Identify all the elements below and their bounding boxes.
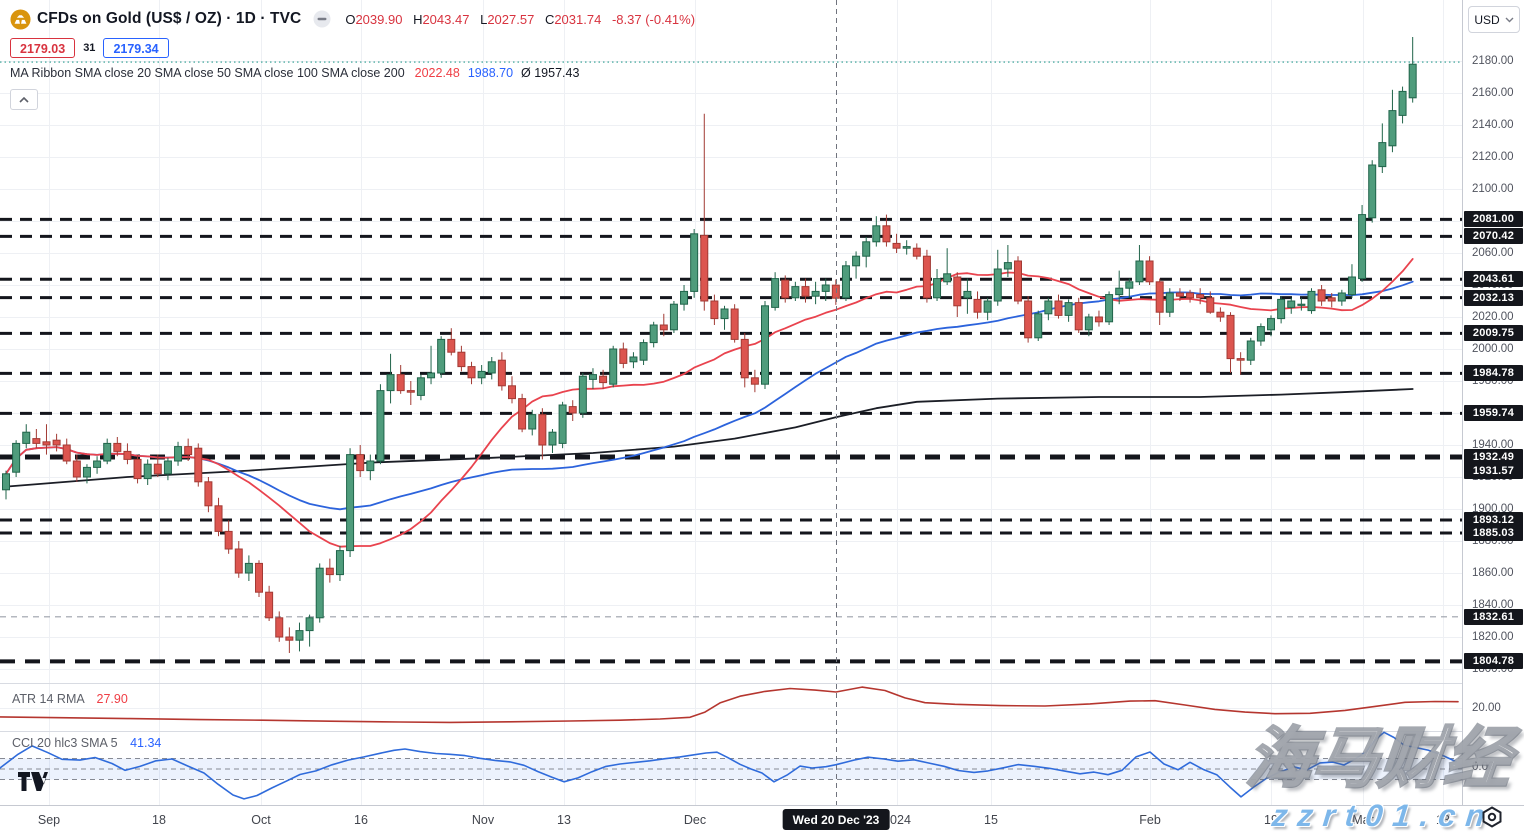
symbol-row[interactable]: CFDs on Gold (US$ / OZ) · 1D · TVC O2039… [10, 6, 695, 32]
close-label: C [544, 11, 555, 27]
price-tick-label: 1860.00 [1472, 567, 1514, 579]
cci-band [0, 758, 1462, 780]
chevron-down-icon [1505, 17, 1514, 22]
time-tick-label: Oct [251, 813, 271, 827]
market-status-icon [313, 10, 331, 28]
high-value: 2043.47 [422, 11, 470, 27]
watermark-site: zzrt01.cn [1270, 798, 1497, 833]
price-level-label: 2032.13 [1464, 289, 1523, 306]
close-value: 2031.74 [554, 11, 602, 27]
ma-average-value: Ø 1957.43 [521, 66, 580, 80]
chart-legend: CFDs on Gold (US$ / OZ) · 1D · TVC O2039… [10, 6, 695, 110]
price-level-label: 2009.75 [1464, 325, 1523, 342]
price-level-label: 1959.74 [1464, 405, 1523, 422]
time-tick-label: 13 [557, 813, 571, 827]
atr-value: 27.90 [96, 692, 128, 706]
grid [0, 0, 1462, 805]
time-tick-label: 16 [354, 813, 368, 827]
watermark-cjk: 海马财经 [1242, 720, 1516, 797]
ma-ribbon-legend[interactable]: MA Ribbon SMA close 20 SMA close 50 SMA … [10, 63, 695, 83]
currency-label: USD [1474, 12, 1500, 27]
price-level-label: 2070.42 [1464, 228, 1523, 245]
cci-value: 41.34 [130, 736, 162, 750]
time-tick-label: 19 [1264, 813, 1278, 827]
price-tick-label: 2000.00 [1472, 343, 1514, 355]
spread-value: 31 [83, 42, 96, 54]
open-label: O [345, 11, 356, 27]
time-axis[interactable]: Wed 20 Dec '23 Sep 18 Oct 16 Nov 13 Dec 2024 15 F… [0, 805, 1524, 834]
atr-pane-legend[interactable]: ATR 14 RMA 27.90 [12, 692, 128, 706]
tradingview-logo[interactable] [18, 772, 48, 791]
cci-label: CCI 20 hlc3 SMA 5 [12, 736, 118, 750]
high-label: H [413, 11, 423, 27]
price-tick-label: 1840.00 [1472, 599, 1514, 611]
time-tick-label: 13 [1436, 813, 1450, 827]
atr-label: ATR 14 RMA [12, 692, 85, 706]
price-tick-label: 2140.00 [1472, 119, 1514, 131]
price-tick-label: 2020.00 [1472, 311, 1514, 323]
sell-button[interactable]: 2179.03 [10, 38, 76, 58]
buy-button[interactable]: 2179.34 [103, 38, 169, 58]
symbol-title[interactable]: CFDs on Gold (US$ / OZ) · 1D · TVC [37, 10, 302, 27]
price-level-label: 1932.49 [1464, 449, 1523, 466]
sma20-value: 2022.48 [414, 66, 460, 80]
change-value: -8.37 (-0.41%) [611, 11, 696, 27]
price-level-label: 1885.03 [1464, 524, 1523, 541]
sma50-line [5, 280, 1414, 511]
time-tick-label: Sep [37, 813, 61, 827]
time-tick-label: 2024 [883, 813, 911, 827]
collapse-legend-button[interactable] [10, 89, 38, 110]
price-level-label: 1832.61 [1464, 608, 1523, 625]
price-level-label: 1893.12 [1464, 512, 1523, 528]
price-level-label: 1931.57 [1464, 463, 1523, 480]
open-value: 2039.90 [355, 11, 403, 27]
sma20-line [5, 257, 1414, 548]
currency-selector[interactable]: USD [1468, 6, 1520, 33]
sma50-value: 1988.70 [467, 66, 514, 80]
price-level-label: 1984.78 [1464, 365, 1523, 382]
ma-ribbon-title: MA Ribbon SMA close 20 SMA close 50 SMA … [10, 66, 405, 80]
atr-line [0, 686, 1459, 724]
candlestick-series [2, 37, 1417, 653]
time-tick-label: Feb [1139, 813, 1161, 827]
crosshair-date-label: Wed 20 Dec '23 [782, 809, 890, 830]
price-tick-label: 1820.00 [1472, 631, 1514, 643]
price-level-label: 2043.61 [1464, 271, 1523, 288]
bid-ask-row: 2179.03 31 2179.34 [10, 36, 695, 60]
support-resistance-levels [0, 217, 1462, 664]
time-tick-label: Dec [683, 813, 707, 827]
price-tick-label: 2060.00 [1472, 247, 1514, 259]
price-level-label: 2081.00 [1464, 211, 1523, 228]
chevron-up-icon [19, 96, 29, 103]
price-level-label: 1804.78 [1464, 653, 1523, 670]
ohlc-readout: O2039.90 H2043.47 L2027.57 C2031.74 -8.3… [345, 12, 695, 27]
cci-pane-legend[interactable]: CCI 20 hlc3 SMA 5 41.34 [12, 736, 161, 750]
sma200-line [5, 388, 1414, 488]
gold-symbol-icon [10, 8, 31, 30]
cci-tick-label: 0.00 [1472, 761, 1495, 773]
low-value: 2027.57 [487, 11, 535, 27]
pane-separators [0, 683, 1524, 732]
price-scale[interactable]: USD 2180.00 2160.00 2140.00 2120.00 2100.00 2… [1462, 0, 1524, 805]
low-label: L [480, 11, 488, 27]
price-tick-label: 2120.00 [1472, 151, 1514, 163]
price-tick-label: 2160.00 [1472, 87, 1514, 99]
watermark-hexagon-icon [1482, 806, 1502, 828]
atr-tick-label: 20.00 [1472, 702, 1501, 714]
time-tick-label: 15 [984, 813, 998, 827]
price-tick-label: 1940.00 [1472, 439, 1514, 451]
price-tick-label: 2100.00 [1472, 183, 1514, 195]
time-tick-label: Nov [471, 813, 495, 827]
cci-line [0, 731, 1457, 800]
price-tick-label: 2180.00 [1472, 55, 1514, 67]
time-tick-label: Mar [1352, 813, 1374, 827]
time-tick-label: 18 [152, 813, 166, 827]
